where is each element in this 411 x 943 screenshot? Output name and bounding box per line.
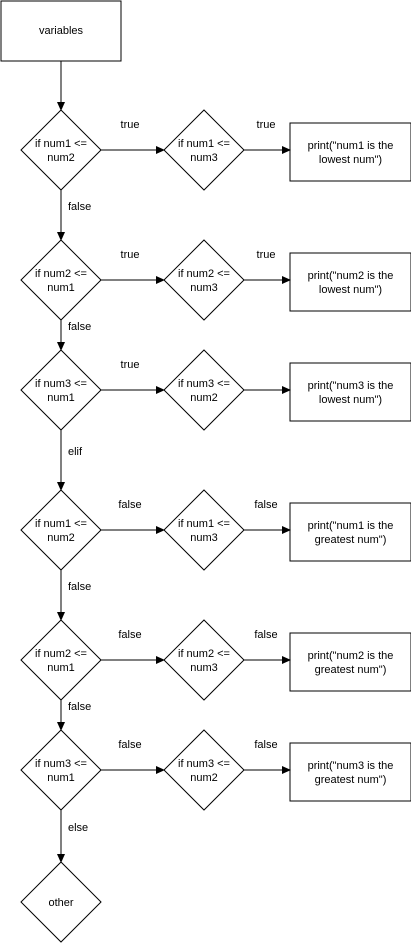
condition-label: if num3 <= num1 [35, 378, 87, 404]
condition-diamond [20, 239, 102, 321]
edge-label: false [68, 321, 91, 333]
print-label: print("num1 is the greatest num") [308, 520, 394, 546]
edge-label: false [118, 739, 141, 751]
condition-diamond [163, 239, 245, 321]
condition-diamond [163, 109, 245, 191]
print-label: print("num1 is the lowest num") [308, 140, 394, 166]
edge-label: true [121, 119, 140, 131]
print-box [289, 252, 411, 312]
edge-label: false [68, 701, 91, 713]
condition-label: if num2 <= num1 [35, 268, 87, 294]
condition-diamond [163, 349, 245, 431]
condition-label: if num1 <= num3 [178, 138, 230, 164]
start-node [0, 0, 122, 62]
condition-label: if num2 <= num3 [178, 268, 230, 294]
condition-label: if num3 <= num1 [35, 758, 87, 784]
edge-label: true [121, 249, 140, 261]
print-label: print("num2 is the greatest num") [308, 650, 394, 676]
condition-diamond [163, 729, 245, 811]
condition-diamond [20, 489, 102, 571]
edge-label: else [68, 822, 88, 834]
print-box [289, 122, 411, 182]
condition-label: if num2 <= num3 [178, 648, 230, 674]
edge-label: elif [68, 446, 83, 458]
condition-label: if num3 <= num2 [178, 758, 230, 784]
edge-label: false [254, 499, 277, 511]
edge-label: false [254, 739, 277, 751]
edge-label: false [118, 499, 141, 511]
print-box [289, 632, 411, 692]
end-node [20, 861, 102, 943]
start-label: variables [39, 25, 84, 37]
print-box [289, 742, 411, 802]
edge-label: false [254, 629, 277, 641]
print-label: print("num3 is the greatest num") [308, 760, 394, 786]
condition-label: if num2 <= num1 [35, 648, 87, 674]
print-label: print("num3 is the lowest num") [308, 380, 394, 406]
edge-label: false [68, 581, 91, 593]
edge-label: true [257, 249, 276, 261]
print-box [289, 502, 411, 562]
edge-label: false [118, 629, 141, 641]
condition-diamond [163, 619, 245, 701]
edge-label: true [257, 119, 276, 131]
condition-diamond [20, 349, 102, 431]
end-label: other [48, 897, 73, 909]
print-label: print("num2 is the lowest num") [308, 270, 394, 296]
condition-diamond [20, 619, 102, 701]
condition-diamond [163, 489, 245, 571]
edge-label: true [121, 359, 140, 371]
condition-label: if num1 <= num2 [35, 138, 87, 164]
condition-diamond [20, 109, 102, 191]
condition-label: if num1 <= num2 [35, 518, 87, 544]
condition-label: if num1 <= num3 [178, 518, 230, 544]
condition-label: if num3 <= num2 [178, 378, 230, 404]
edge-label: false [68, 201, 91, 213]
print-box [289, 362, 411, 422]
condition-diamond [20, 729, 102, 811]
